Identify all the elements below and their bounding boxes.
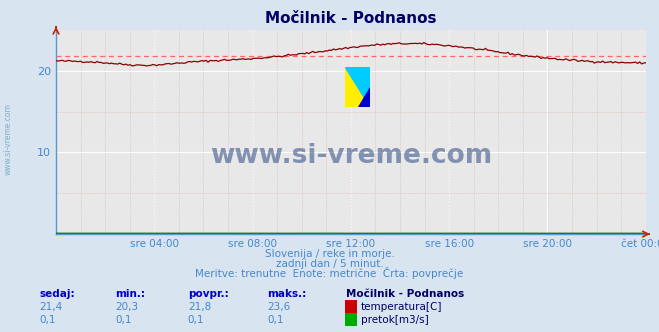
Text: povpr.:: povpr.: (188, 289, 229, 299)
Text: 21,8: 21,8 (188, 302, 211, 312)
Text: Slovenija / reke in morje.: Slovenija / reke in morje. (264, 249, 395, 259)
Text: 0,1: 0,1 (267, 315, 283, 325)
Text: pretok[m3/s]: pretok[m3/s] (361, 315, 429, 325)
Title: Močilnik - Podnanos: Močilnik - Podnanos (265, 11, 437, 26)
Text: 20,3: 20,3 (115, 302, 138, 312)
Text: www.si-vreme.com: www.si-vreme.com (3, 104, 13, 175)
Text: zadnji dan / 5 minut.: zadnji dan / 5 minut. (275, 259, 384, 269)
Text: 0,1: 0,1 (188, 315, 204, 325)
Text: temperatura[C]: temperatura[C] (361, 302, 443, 312)
Text: Meritve: trenutne  Enote: metrične  Črta: povprečje: Meritve: trenutne Enote: metrične Črta: … (195, 267, 464, 279)
Text: min.:: min.: (115, 289, 146, 299)
Text: www.si-vreme.com: www.si-vreme.com (210, 143, 492, 169)
Polygon shape (345, 67, 370, 108)
Text: Močilnik - Podnanos: Močilnik - Podnanos (346, 289, 464, 299)
Polygon shape (358, 87, 370, 108)
Text: maks.:: maks.: (267, 289, 306, 299)
Text: 0,1: 0,1 (115, 315, 132, 325)
Text: sedaj:: sedaj: (40, 289, 75, 299)
Text: 0,1: 0,1 (40, 315, 56, 325)
Text: 21,4: 21,4 (40, 302, 63, 312)
Polygon shape (345, 67, 370, 108)
Text: 23,6: 23,6 (267, 302, 290, 312)
